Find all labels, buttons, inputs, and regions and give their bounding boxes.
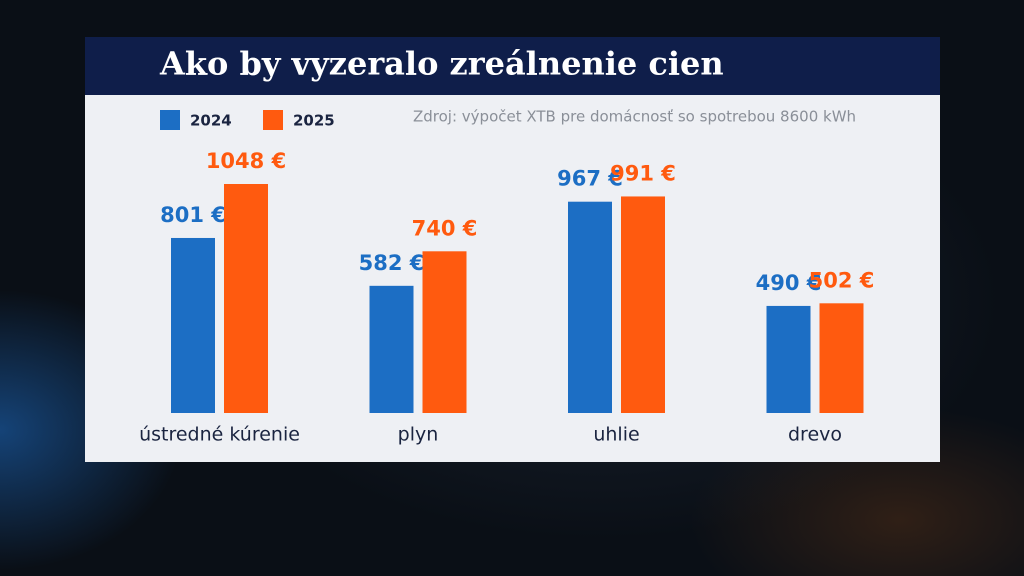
bar (819, 303, 864, 413)
legend-swatch (263, 110, 283, 130)
bar (224, 184, 268, 413)
x-tick-label: ústredné kúrenie (139, 424, 300, 446)
value-label: 991 € (610, 161, 676, 185)
bar (369, 285, 414, 413)
value-label: 967 € (557, 167, 623, 191)
x-tick-label: plyn (398, 424, 439, 446)
bar (568, 201, 612, 413)
title-bar (85, 37, 940, 95)
x-tick-label: uhlie (593, 424, 639, 446)
bar (422, 251, 467, 413)
bar (621, 196, 665, 413)
legend-label: 2025 (293, 112, 335, 130)
source-note: Zdroj: výpočet XTB pre domácnosť so spot… (413, 108, 856, 126)
legend-label: 2024 (190, 112, 232, 130)
bar (766, 305, 811, 413)
bar (171, 237, 215, 413)
value-label: 582 € (359, 251, 425, 275)
chart-title: Ako by vyzeralo zreálnenie cien (159, 45, 724, 83)
value-label: 502 € (809, 268, 875, 292)
value-label: 740 € (412, 216, 478, 240)
value-label: 1048 € (206, 149, 286, 173)
legend-swatch (160, 110, 180, 130)
value-label: 490 € (756, 271, 822, 295)
value-label: 801 € (160, 203, 226, 227)
x-tick-label: drevo (788, 424, 842, 446)
